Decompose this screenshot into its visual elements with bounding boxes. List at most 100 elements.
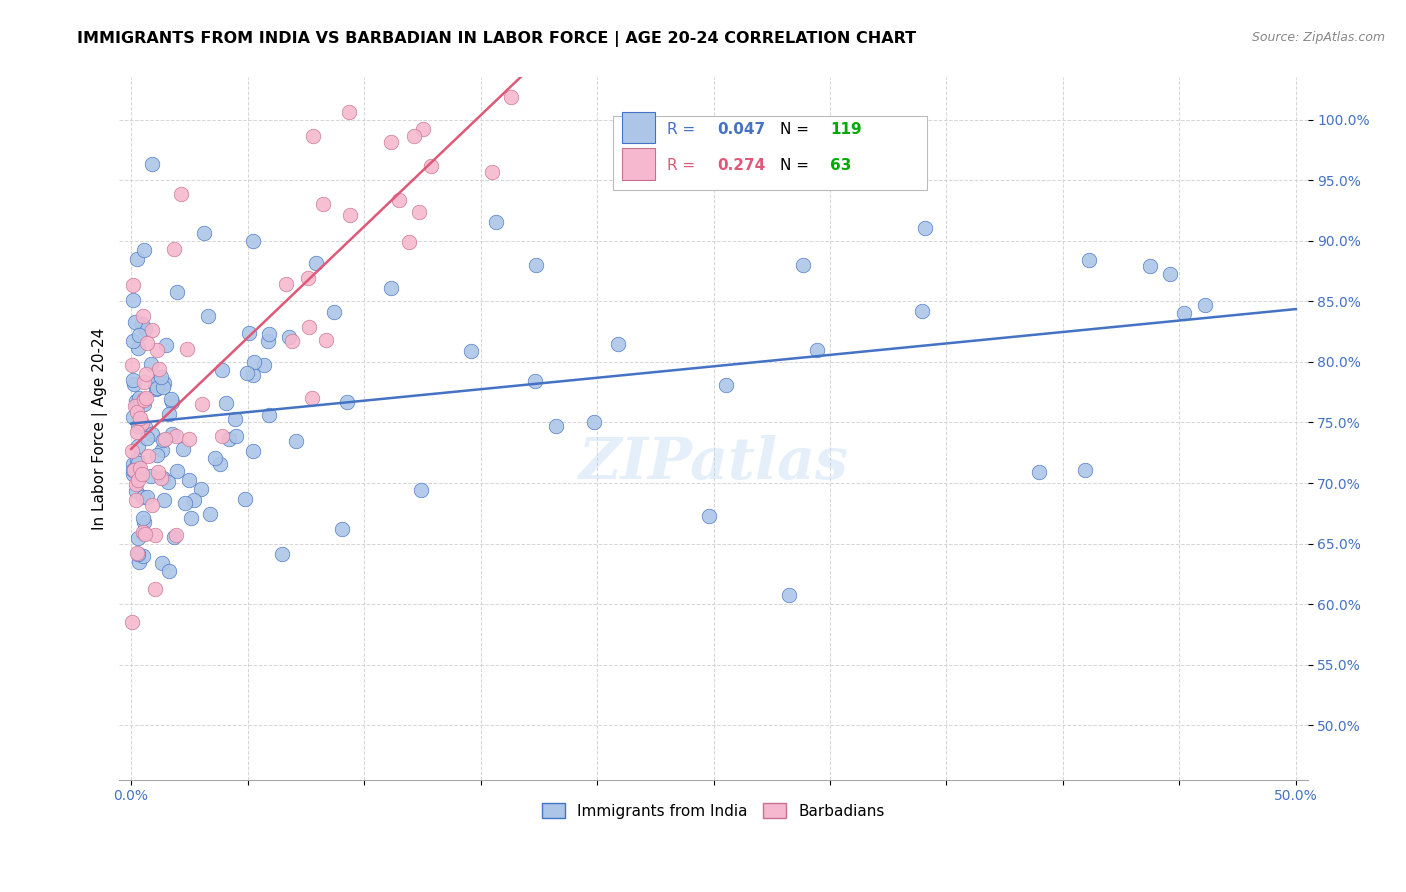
Point xyxy=(312,197,335,211)
Point xyxy=(136,336,159,351)
Point xyxy=(143,528,166,542)
Point xyxy=(1173,305,1195,319)
Point xyxy=(124,399,146,413)
Text: IMMIGRANTS FROM INDIA VS BARBADIAN IN LABOR FORCE | AGE 20-24 CORRELATION CHART: IMMIGRANTS FROM INDIA VS BARBADIAN IN LA… xyxy=(77,31,917,47)
Point xyxy=(177,473,200,487)
Point xyxy=(127,425,149,439)
Point xyxy=(155,338,177,352)
Point xyxy=(911,304,934,318)
Point xyxy=(190,482,212,496)
Point xyxy=(131,467,153,482)
Point xyxy=(129,411,152,425)
Point xyxy=(134,322,156,336)
Point xyxy=(166,464,188,478)
Point xyxy=(132,393,155,408)
Point xyxy=(134,420,156,434)
Point xyxy=(122,409,145,424)
Point xyxy=(242,368,264,383)
Bar xyxy=(621,148,655,180)
Point xyxy=(1074,463,1097,477)
Point xyxy=(544,418,567,433)
Point xyxy=(148,375,170,389)
Point xyxy=(122,334,145,348)
Point xyxy=(284,434,307,449)
Point xyxy=(121,615,143,629)
Point xyxy=(132,243,155,257)
Text: 119: 119 xyxy=(830,121,862,136)
Point xyxy=(127,341,149,355)
Point xyxy=(131,416,153,430)
Point xyxy=(125,492,148,507)
Point xyxy=(408,204,430,219)
Text: R =: R = xyxy=(668,159,700,173)
Point xyxy=(281,334,304,349)
Point xyxy=(132,376,155,390)
Point xyxy=(301,391,323,405)
Point xyxy=(198,507,221,521)
Point xyxy=(131,317,153,331)
Point xyxy=(257,409,280,423)
Point xyxy=(122,467,145,482)
Point xyxy=(145,448,167,462)
Point xyxy=(242,444,264,458)
Point xyxy=(149,369,172,384)
Y-axis label: In Labor Force | Age 20-24: In Labor Force | Age 20-24 xyxy=(93,327,108,530)
Point xyxy=(402,128,425,143)
Point xyxy=(132,526,155,541)
Point xyxy=(523,374,546,388)
Point xyxy=(141,157,163,171)
Point xyxy=(132,397,155,411)
Point xyxy=(412,121,434,136)
Text: R =: R = xyxy=(668,121,700,136)
Point xyxy=(162,427,184,442)
Text: 0.274: 0.274 xyxy=(717,159,765,173)
Point xyxy=(778,588,800,602)
Point xyxy=(165,527,187,541)
Point xyxy=(183,492,205,507)
Point xyxy=(157,408,180,422)
Bar xyxy=(621,112,655,143)
Point xyxy=(238,326,260,340)
Point xyxy=(323,305,346,319)
Legend: Immigrants from India, Barbadians: Immigrants from India, Barbadians xyxy=(536,797,891,824)
Point xyxy=(274,277,297,291)
Point xyxy=(380,135,402,149)
Point xyxy=(191,397,214,411)
Point xyxy=(141,427,163,442)
Point xyxy=(127,419,149,434)
Point xyxy=(150,471,173,485)
Point xyxy=(714,378,737,392)
Point xyxy=(336,394,359,409)
Text: ZIPatlas: ZIPatlas xyxy=(578,435,848,491)
Point xyxy=(253,358,276,372)
Point xyxy=(124,315,146,329)
Point xyxy=(124,477,146,491)
Point xyxy=(141,498,163,512)
FancyBboxPatch shape xyxy=(613,116,928,190)
Point xyxy=(180,511,202,525)
Point xyxy=(1159,267,1181,281)
Point xyxy=(172,442,194,457)
Point xyxy=(163,530,186,544)
Point xyxy=(146,381,169,395)
Point xyxy=(236,366,259,380)
Point xyxy=(337,104,360,119)
Point xyxy=(134,367,156,381)
Point xyxy=(583,415,606,429)
Point xyxy=(176,342,198,356)
Point xyxy=(914,221,936,235)
Point xyxy=(153,493,176,508)
Point xyxy=(163,242,186,256)
Point xyxy=(242,234,264,248)
Point xyxy=(127,474,149,488)
Point xyxy=(330,522,353,536)
Point xyxy=(156,475,179,489)
Point xyxy=(132,525,155,540)
Point xyxy=(257,334,280,348)
Point xyxy=(699,509,721,524)
Point xyxy=(499,90,522,104)
Point xyxy=(235,491,257,506)
Point xyxy=(409,483,432,497)
Point xyxy=(197,309,219,323)
Point xyxy=(125,546,148,560)
